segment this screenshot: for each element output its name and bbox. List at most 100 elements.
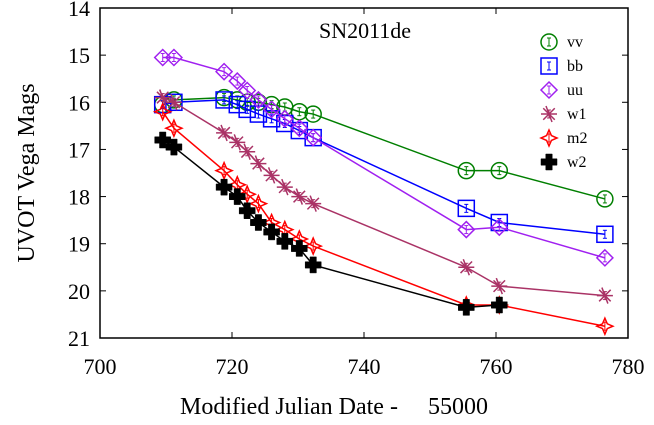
series-line-w2 xyxy=(162,139,500,309)
data-point-uu xyxy=(595,248,614,267)
legend-marker-w1 xyxy=(541,105,557,123)
data-point-m2 xyxy=(164,118,184,139)
data-point-w2 xyxy=(215,178,233,196)
data-point-w2 xyxy=(238,202,256,219)
legend-marker-vv xyxy=(540,33,558,51)
data-point-bb xyxy=(238,100,256,119)
data-point-uu xyxy=(238,81,257,100)
data-point-w1 xyxy=(216,124,233,142)
series-line-bb xyxy=(162,99,605,236)
y-tick-label: 17 xyxy=(68,137,90,162)
data-point-m2 xyxy=(594,316,615,337)
legend-item-uu: uu xyxy=(539,80,583,100)
data-point-uu xyxy=(290,119,309,138)
data-point-w2 xyxy=(250,214,267,231)
series-layer xyxy=(152,48,615,337)
y-tick-label: 18 xyxy=(68,185,90,210)
data-point-w1 xyxy=(154,89,171,106)
series-w1 xyxy=(154,89,613,304)
legend-item-vv: vv xyxy=(540,33,583,51)
x-axis-label-main: Modified Julian Date - xyxy=(180,394,398,420)
data-point-w2 xyxy=(304,256,322,274)
y-tick-label: 20 xyxy=(68,279,90,304)
x-tick-label: 780 xyxy=(612,354,645,379)
y-tick-label: 15 xyxy=(68,43,90,68)
legend: vv bb uu w1 m2 w2 xyxy=(539,33,587,171)
data-point-w1 xyxy=(305,195,322,212)
series-line-uu xyxy=(162,56,606,259)
x-tick-label: 720 xyxy=(216,354,249,379)
x-axis-label-offset: 55000 xyxy=(428,394,488,420)
series-m2 xyxy=(152,101,615,337)
data-point-uu xyxy=(164,48,183,67)
series-line-m2 xyxy=(162,111,606,327)
legend-marker-uu xyxy=(539,80,559,100)
data-point-w2 xyxy=(229,188,246,205)
y-tick-label: 14 xyxy=(68,0,90,21)
data-point-uu xyxy=(490,218,509,237)
chart-title: SN2011de xyxy=(319,18,411,43)
legend-label: vv xyxy=(567,34,583,51)
data-point-uu xyxy=(262,100,281,119)
data-point-w1 xyxy=(458,259,475,276)
data-point-bb xyxy=(596,225,614,244)
data-point-uu xyxy=(457,220,476,239)
data-point-uu xyxy=(228,72,247,91)
x-tick-label: 740 xyxy=(348,354,381,379)
data-point-w2 xyxy=(276,233,294,250)
data-point-m2 xyxy=(248,193,269,214)
x-tick-label: 700 xyxy=(84,354,117,379)
y-tick-label: 21 xyxy=(68,326,90,351)
data-point-m2 xyxy=(152,101,173,122)
data-point-m2 xyxy=(303,236,324,256)
data-point-uu xyxy=(249,90,268,109)
x-tick-label: 760 xyxy=(480,354,513,379)
legend-item-m2: m2 xyxy=(539,128,587,148)
legend-marker-bb xyxy=(540,57,558,75)
series-w2 xyxy=(154,131,508,316)
legend-marker-m2 xyxy=(539,128,559,148)
legend-label: w1 xyxy=(567,106,587,123)
legend-item-w1: w1 xyxy=(541,105,587,123)
legend-item-w2: w2 xyxy=(540,153,587,171)
data-point-vv xyxy=(596,190,614,208)
data-point-vv xyxy=(457,161,476,180)
data-point-w1 xyxy=(491,277,508,295)
data-point-w1 xyxy=(276,178,293,196)
data-point-w1 xyxy=(239,143,256,161)
data-point-uu xyxy=(304,128,323,147)
tick-labels: 700 720 740 760 780 14 15 16 17 18 19 20 21 xyxy=(68,0,645,379)
data-point-w1 xyxy=(291,188,308,205)
legend-marker-w2 xyxy=(540,153,558,171)
data-point-uu xyxy=(215,62,234,81)
data-point-vv xyxy=(304,105,322,123)
series-uu xyxy=(153,48,614,267)
data-point-m2 xyxy=(214,160,234,181)
data-point-m2 xyxy=(237,184,258,205)
y-tick-label: 19 xyxy=(68,232,90,257)
data-point-w2 xyxy=(165,138,183,156)
legend-item-bb: bb xyxy=(540,57,583,75)
data-point-w1 xyxy=(229,134,246,151)
y-tick-label: 16 xyxy=(68,90,90,115)
legend-label: bb xyxy=(567,58,583,75)
data-point-bb xyxy=(249,105,268,123)
data-point-w1 xyxy=(165,94,182,111)
data-point-w1 xyxy=(250,155,267,172)
data-point-w2 xyxy=(491,296,508,314)
data-point-w2 xyxy=(291,240,308,257)
data-point-w1 xyxy=(596,287,613,304)
data-point-w1 xyxy=(263,167,280,184)
data-point-bb xyxy=(228,95,247,114)
data-point-bb xyxy=(457,199,476,218)
data-point-w2 xyxy=(458,299,475,316)
x-axis-label: Modified Julian Date - 55000 xyxy=(180,394,488,420)
legend-label: m2 xyxy=(567,130,587,147)
data-point-vv xyxy=(490,161,509,180)
data-point-uu xyxy=(275,109,294,128)
axis-ticks xyxy=(99,7,629,339)
data-point-w2 xyxy=(263,223,280,241)
legend-label: uu xyxy=(567,82,583,99)
legend-label: w2 xyxy=(567,154,587,171)
